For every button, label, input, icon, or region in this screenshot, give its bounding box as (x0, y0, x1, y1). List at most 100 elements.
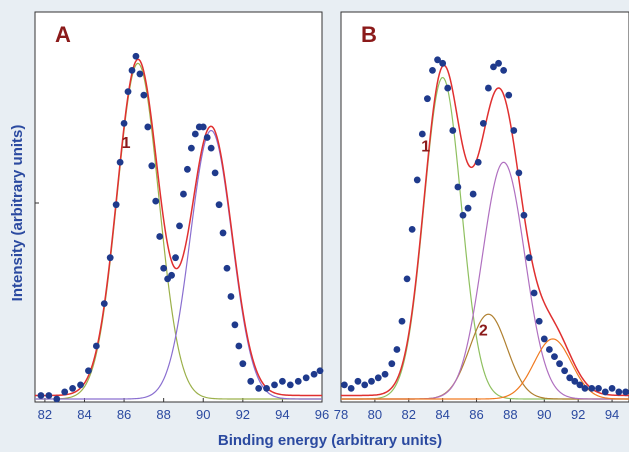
panel-a-data-point (172, 254, 179, 262)
panel-a-xtick-label: 84 (77, 407, 91, 422)
panel-a-component-2 (35, 129, 322, 400)
panel-b-xtick-label: 86 (469, 407, 483, 422)
panel-a-xtick-label: 96 (315, 407, 329, 422)
panel-b-data-point (340, 381, 348, 389)
y-axis-label: Intensity (arbitrary units) (9, 125, 26, 302)
panel-a-frame (34, 11, 323, 403)
panel-a-xtick-label: 82 (38, 407, 52, 422)
panel-b-data-point (469, 190, 477, 198)
panel-b-xtick-label: 82 (402, 407, 416, 422)
panel-b-data-point (530, 289, 538, 297)
panel-b-component-4 (341, 338, 629, 400)
panel-b-data-point (479, 120, 487, 127)
panel-b-data-point (588, 385, 596, 392)
panel-b-data-point (551, 353, 558, 360)
panel-b-data-point (444, 84, 452, 92)
panel-a-data-point (45, 392, 53, 399)
panel-b-data-point (439, 59, 447, 67)
panel-a-data-point (215, 201, 223, 209)
panel-b-data-point (525, 254, 533, 262)
panel-a-data-point (235, 342, 243, 350)
panel-b-plot: 78 80 82 84 86 88 90 92 94 1 2 B (334, 11, 629, 422)
panel-b-data-point (500, 67, 508, 74)
panel-b-data-point (408, 226, 416, 233)
panel-a-component-1 (35, 62, 322, 400)
panel-b-data-point (388, 360, 396, 368)
panel-a-xtick-label: 94 (275, 407, 289, 422)
panel-a-peak-label: 1 (122, 135, 131, 152)
x-axis-label: Binding energy (arbitrary units) (218, 432, 442, 449)
panel-a-data-point (128, 67, 136, 74)
panel-b-peak-label: 2 (479, 322, 488, 339)
panel-a-data-point (176, 222, 183, 230)
panel-a-data-point (69, 385, 77, 392)
panel-a-data-point (223, 264, 231, 272)
panel-b-data-point (520, 211, 528, 219)
panel-b-data-point (556, 360, 563, 368)
panel-a-data-point (180, 190, 187, 198)
panel-a-data-point (140, 91, 148, 99)
panel-b-data-point (454, 183, 462, 191)
panel-a-data-point (160, 264, 168, 272)
panel-b-fit-curve (341, 64, 629, 397)
panel-a-data-point (37, 392, 45, 399)
panel-a-data-point (247, 377, 255, 385)
panel-b-data-point (474, 158, 482, 166)
panel-b-data-point (622, 388, 629, 396)
panel-b-xtick-label: 84 (435, 407, 449, 422)
panel-b-label: B (361, 22, 377, 47)
panel-b-data-point (398, 317, 406, 325)
panel-a-data-point (106, 254, 114, 262)
panel-a-data-point (92, 342, 100, 350)
panel-a-data-point (207, 144, 215, 152)
panel-b-data-point (608, 385, 616, 392)
panel-b-data-point (361, 381, 369, 389)
panel-a-data-point (53, 395, 61, 403)
panel-a-xtick-label: 86 (117, 407, 131, 422)
panel-b-xtick-label: 88 (503, 407, 517, 422)
panel-b-xtick-label: 80 (368, 407, 382, 422)
panel-b-data-point (595, 385, 602, 392)
panel-b-xtick-label: 90 (537, 407, 551, 422)
panel-a-data-point (263, 385, 270, 392)
panel-a-data-point (120, 120, 128, 127)
panel-b-data-point (434, 56, 441, 64)
panel-a-data-point (294, 377, 302, 385)
panel-b-data-point (495, 59, 502, 67)
panel-a-data-point (136, 70, 144, 78)
panel-a-data-point (279, 377, 286, 385)
panel-b-xtick-label: 92 (571, 407, 585, 422)
panel-a-xtick-label: 90 (196, 407, 210, 422)
panel-a-data-point (255, 385, 263, 392)
panel-b-data-point (581, 385, 589, 392)
panel-a-data-point (112, 201, 120, 209)
panel-b-data-point (418, 130, 426, 138)
panel-b-data-point (424, 95, 431, 103)
panel-b-data-point (615, 388, 623, 396)
panel-a-data-point (85, 367, 92, 375)
panel-a-data-point (191, 130, 199, 138)
panel-a-data-point (271, 381, 278, 389)
panel-a-data-point (199, 123, 207, 131)
panel-a-data-point (219, 229, 227, 237)
panel-b-data-point (566, 374, 574, 382)
panel-b-data-point (354, 377, 362, 385)
panel-b-data-point (561, 367, 569, 375)
panel-a-data-point (227, 293, 235, 300)
panel-b-frame (340, 11, 629, 403)
panel-a-data-point (144, 123, 152, 131)
panel-a-data-point (231, 321, 239, 329)
panel-b-data-point (429, 67, 436, 74)
panel-b-data-point (484, 84, 492, 92)
panel-b-data-point (368, 377, 375, 385)
panel-b-data-point (515, 169, 523, 177)
panel-a-data-point (116, 158, 124, 166)
panel-a-plot: 82 84 86 88 90 92 94 96 1 A (34, 11, 329, 422)
panel-b-data-point (464, 204, 472, 212)
panel-a-data-point (152, 197, 160, 205)
panel-a-data-point (203, 134, 211, 141)
panel-b-xtick-label: 94 (605, 407, 619, 422)
panel-b-xtick-label: 78 (334, 407, 348, 422)
panel-a-data-point (148, 162, 156, 170)
panel-b-data-point (571, 377, 579, 385)
